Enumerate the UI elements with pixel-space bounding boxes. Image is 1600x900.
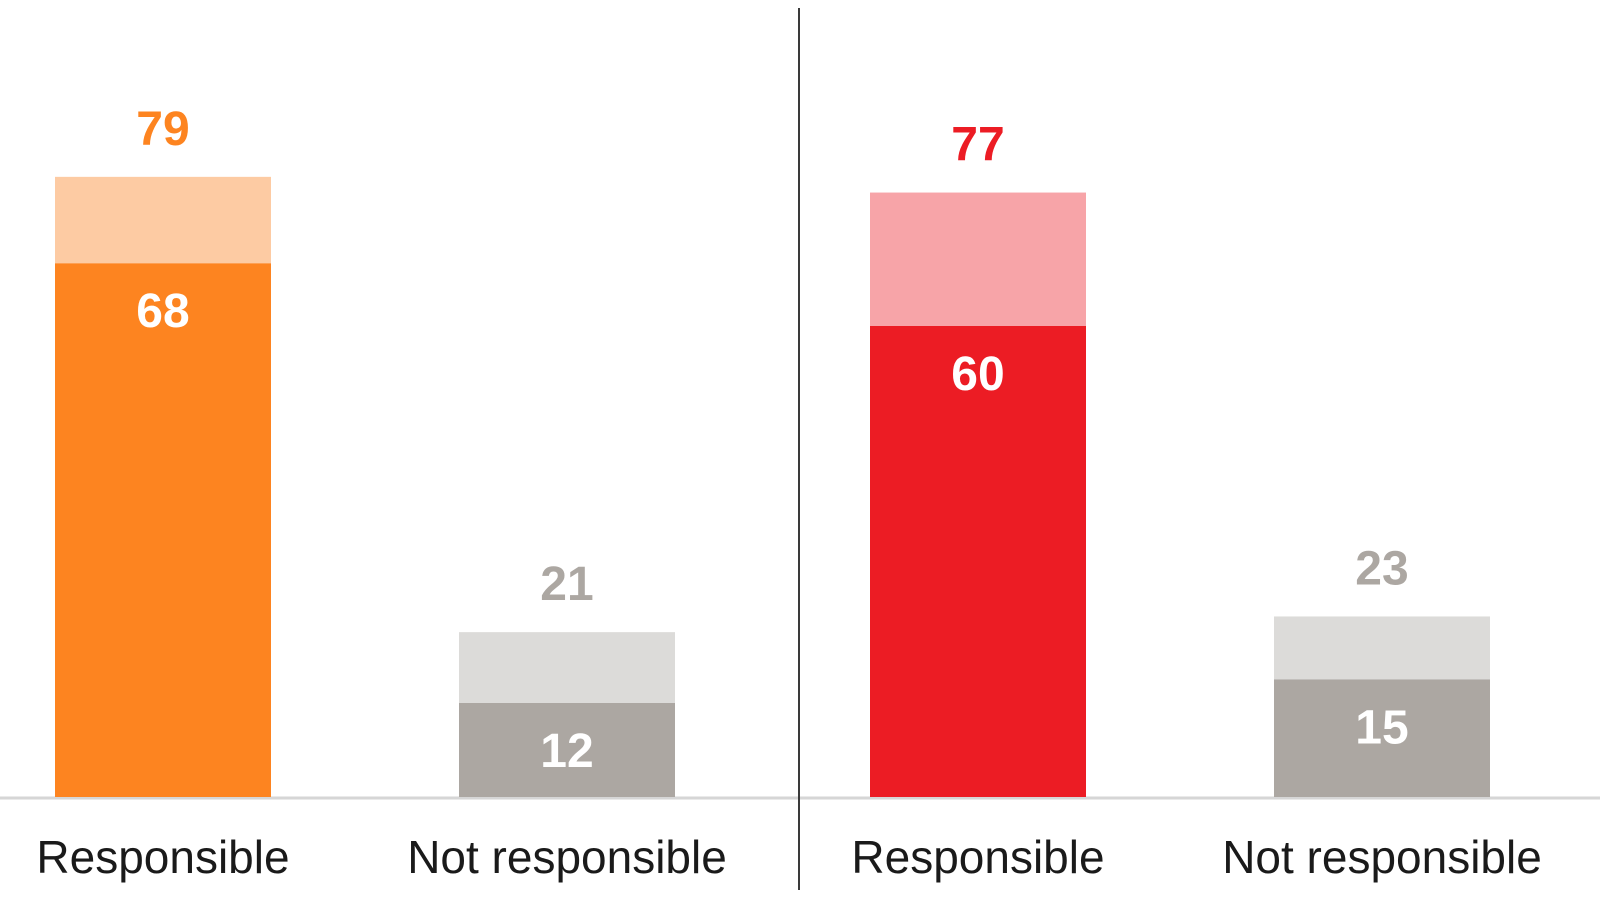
category-label-p1-responsible: Responsible bbox=[36, 831, 289, 883]
bar-total-label-p2-not-responsible: 23 bbox=[1355, 542, 1408, 595]
bar-segment-base-p1-responsible bbox=[55, 263, 271, 797]
category-label-p1-not-responsible: Not responsible bbox=[407, 831, 727, 883]
bar-total-label-p1-not-responsible: 21 bbox=[540, 558, 593, 611]
bar-value-label-p2-responsible: 60 bbox=[951, 348, 1004, 401]
bar-segment-top-p1-responsible bbox=[55, 176, 271, 264]
category-label-p2-responsible: Responsible bbox=[851, 831, 1104, 883]
bar-value-label-p1-responsible: 68 bbox=[136, 285, 189, 338]
bar-segment-base-p2-responsible bbox=[870, 326, 1086, 797]
bar-value-label-p2-not-responsible: 15 bbox=[1355, 701, 1408, 754]
bar-total-label-p2-responsible: 77 bbox=[951, 119, 1004, 172]
bar-segment-base-p1-not-responsible bbox=[459, 702, 675, 797]
bar-segment-base-p2-not-responsible bbox=[1274, 679, 1490, 797]
bar-value-label-p1-not-responsible: 12 bbox=[540, 725, 593, 778]
bar-segment-top-p2-not-responsible bbox=[1274, 616, 1490, 680]
bar-segment-top-p1-not-responsible bbox=[459, 632, 675, 703]
chart-marks: 68 79 Responsible 12 21 Not responsible 60 77 Re… bbox=[36, 103, 1541, 883]
bar-segment-top-p2-responsible bbox=[870, 192, 1086, 326]
bar-total-label-p1-responsible: 79 bbox=[136, 103, 189, 156]
category-label-p2-not-responsible: Not responsible bbox=[1222, 831, 1542, 883]
